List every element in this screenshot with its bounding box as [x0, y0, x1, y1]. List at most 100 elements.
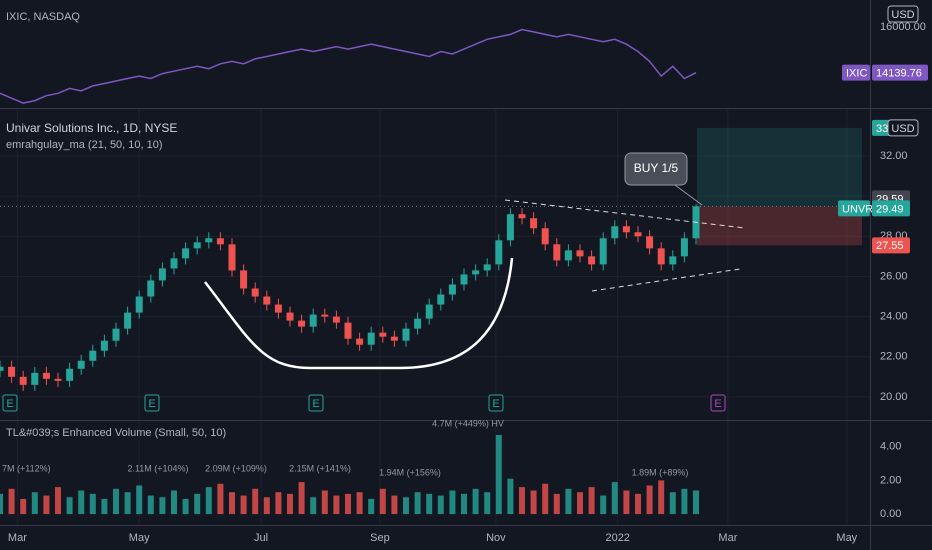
volume-bar — [171, 490, 177, 515]
earnings-label: E — [492, 398, 499, 410]
volume-bar — [403, 497, 409, 515]
volume-bar — [449, 490, 456, 515]
candle-body — [344, 322, 352, 339]
candle-body — [599, 238, 607, 265]
candle-body — [425, 304, 433, 319]
buy-bubble — [624, 152, 688, 186]
index-last: 14139.76 — [876, 68, 922, 80]
trend-line — [591, 268, 741, 292]
candle-body — [54, 378, 62, 381]
candle-body — [274, 304, 282, 313]
volume-bar — [310, 497, 317, 515]
volume-bar — [681, 488, 688, 515]
candle-body — [530, 218, 538, 229]
candle-body — [42, 372, 50, 379]
candle-body — [240, 270, 248, 289]
volume-bar — [275, 492, 282, 515]
candle-body — [332, 316, 340, 323]
marks — [0, 28, 870, 515]
candle-body — [437, 294, 445, 305]
candle-body — [124, 312, 132, 329]
target-zone — [697, 127, 862, 207]
volume-bar — [600, 495, 607, 515]
stop-zone — [697, 206, 862, 246]
last-price-bg — [872, 200, 910, 217]
y-tick-label: 16000.00 — [880, 21, 926, 33]
y-tick-label: 0.00 — [880, 508, 901, 520]
candle-body — [31, 372, 39, 385]
volume-bar — [298, 482, 305, 515]
volume-bar — [194, 493, 201, 515]
volume-bar — [182, 498, 189, 515]
x-tick-label: Jul — [254, 532, 268, 544]
volume-bar — [414, 492, 421, 515]
y-tick-label: 26.00 — [880, 270, 908, 282]
candle-body — [541, 228, 549, 245]
volume-bar — [101, 498, 108, 515]
candle-body — [309, 314, 317, 327]
volume-bar — [530, 490, 537, 515]
candle-body — [495, 240, 503, 265]
volume-bar — [159, 497, 166, 515]
volume-bar — [287, 493, 293, 515]
volume-bar — [8, 488, 15, 515]
candle-body — [622, 226, 630, 233]
volume-bar — [229, 492, 235, 515]
candle-body — [89, 350, 97, 361]
candle-body — [66, 368, 74, 381]
earnings-marker — [2, 394, 18, 412]
candle-body — [19, 376, 27, 385]
candle-body — [263, 296, 271, 305]
candle-body — [402, 328, 410, 341]
candle-body — [390, 336, 398, 341]
volume-bar — [20, 498, 27, 515]
volume-bar — [658, 480, 665, 515]
cup-drawing — [204, 257, 514, 370]
candle-body — [669, 256, 677, 265]
symbol-title: Univar Solutions Inc., 1D, NYSE — [6, 121, 177, 135]
candle-body — [193, 242, 201, 249]
volume-bar — [588, 487, 595, 515]
volume-bar — [553, 493, 560, 515]
x-tick-label: Nov — [486, 532, 506, 544]
candle-body — [588, 256, 596, 265]
trend-line — [504, 199, 746, 229]
volume-bar — [577, 492, 583, 515]
earnings-marker — [710, 394, 726, 412]
volume-bar — [124, 492, 131, 515]
earnings-label: E — [6, 398, 13, 410]
volume-annotation: 2.09M (+109%) — [205, 463, 267, 473]
symbol-badge-bg — [838, 200, 870, 217]
volume-bar — [461, 493, 467, 515]
candle-body — [657, 248, 665, 265]
volume-bar — [507, 478, 514, 515]
volume-bar — [0, 493, 3, 515]
currency-badge-bg — [887, 119, 919, 137]
x-tick-label: May — [836, 532, 857, 544]
candle-body — [634, 232, 642, 237]
volume-bar — [356, 492, 363, 515]
candle-body — [205, 238, 213, 243]
candle-body — [472, 270, 480, 275]
volume-bar — [43, 495, 50, 515]
index-badge-bg — [842, 64, 870, 81]
candle-body — [251, 288, 259, 297]
last-price: 29.49 — [876, 203, 904, 215]
volume-annotation: 4.7M (+449%) HV — [432, 418, 504, 428]
candle-body — [356, 338, 364, 345]
candle-body — [170, 258, 178, 269]
currency-badge — [887, 5, 919, 23]
volume-bar — [217, 483, 224, 515]
volume-bar — [55, 487, 61, 515]
candle-body — [77, 360, 85, 369]
candle-body — [135, 296, 143, 313]
candle-body — [228, 244, 236, 271]
index-line — [0, 28, 697, 104]
y-tick-label: 20.00 — [880, 391, 908, 403]
labels: IXIC, NASDAQ Univar Solutions Inc., 1D, … — [2, 5, 928, 544]
volume-bar — [495, 434, 502, 515]
volume-bar — [519, 487, 525, 515]
volume-bar — [136, 485, 143, 515]
volume-bar — [345, 493, 351, 515]
volume-bar — [263, 497, 270, 515]
